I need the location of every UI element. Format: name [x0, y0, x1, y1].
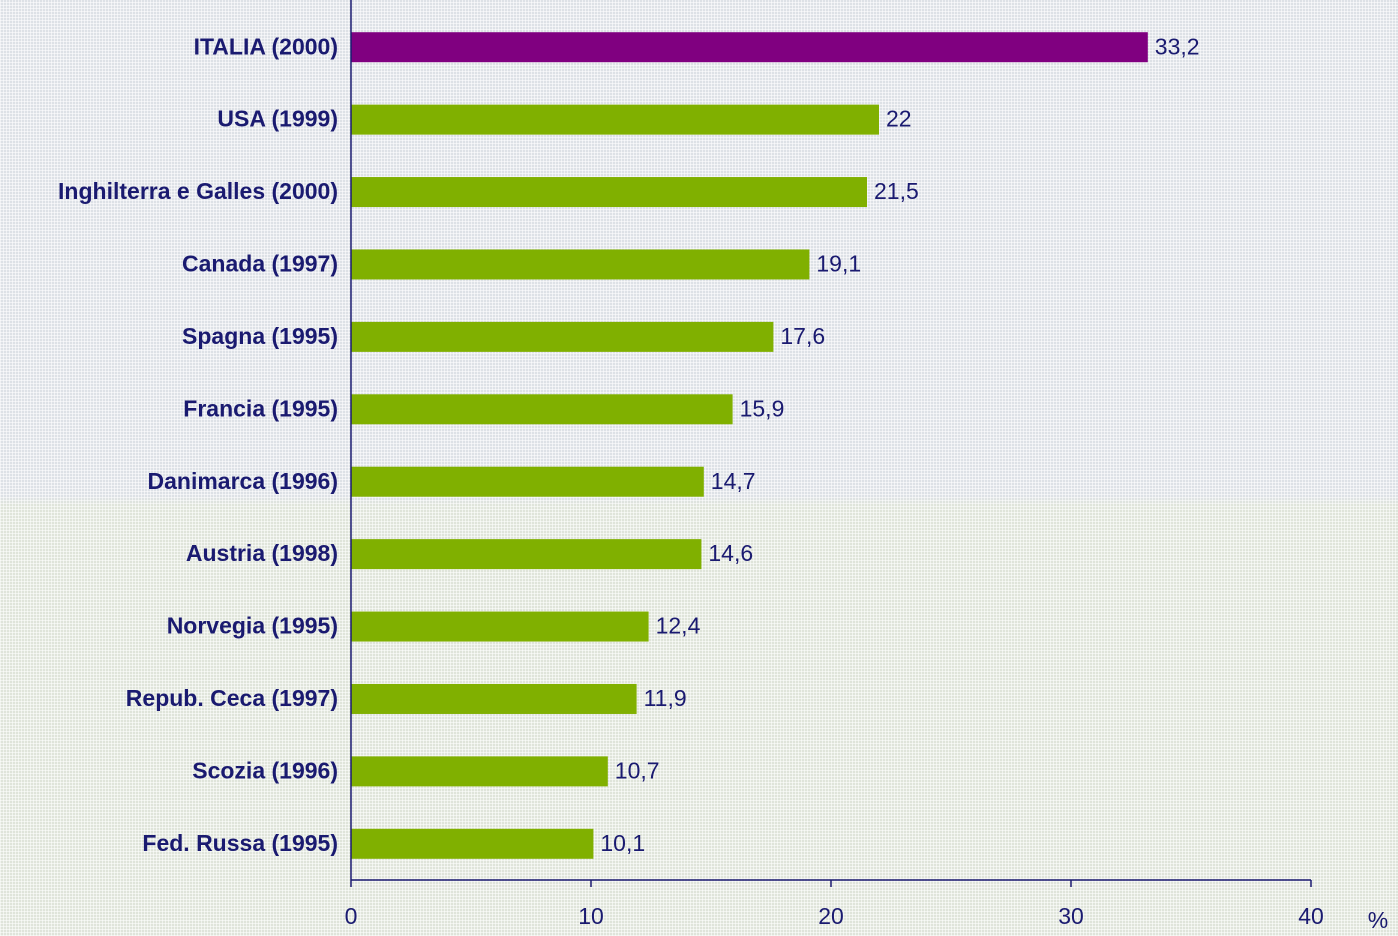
x-tick-label: 40	[1298, 903, 1324, 929]
category-label: Norvegia (1995)	[167, 613, 338, 639]
bar	[351, 466, 704, 497]
bar	[351, 611, 649, 642]
x-tick-label: 10	[578, 903, 604, 929]
x-tick-label: 0	[345, 903, 358, 929]
bar	[351, 249, 810, 280]
value-label: 10,7	[615, 757, 660, 783]
bar	[351, 104, 879, 135]
value-label: 11,9	[644, 685, 687, 711]
value-label: 22	[886, 106, 912, 132]
x-tick-label: 30	[1058, 903, 1084, 929]
value-label: 17,6	[780, 323, 825, 349]
category-label: Danimarca (1996)	[148, 468, 339, 494]
bar	[351, 828, 594, 859]
value-label: 21,5	[874, 178, 919, 204]
bar	[351, 177, 867, 208]
category-label: Francia (1995)	[183, 395, 338, 421]
value-label: 14,7	[711, 468, 756, 494]
value-label: 33,2	[1155, 33, 1200, 59]
bar	[351, 539, 702, 570]
bar	[351, 321, 774, 352]
value-label: 15,9	[740, 395, 785, 421]
bar	[351, 683, 637, 714]
category-label: Scozia (1996)	[192, 757, 338, 783]
category-label: Austria (1998)	[186, 540, 338, 566]
category-label: USA (1999)	[217, 106, 338, 132]
bar	[351, 756, 608, 787]
category-label: ITALIA (2000)	[194, 33, 338, 59]
bar	[351, 32, 1148, 63]
category-label: Spagna (1995)	[182, 323, 338, 349]
value-label: 14,6	[708, 540, 753, 566]
x-tick-label: 20	[818, 903, 844, 929]
category-label: Inghilterra e Galles (2000)	[58, 178, 338, 204]
category-label: Canada (1997)	[182, 251, 338, 277]
value-label: 12,4	[656, 613, 701, 639]
value-label: 10,1	[600, 830, 645, 856]
bar	[351, 394, 733, 425]
category-label: Repub. Ceca (1997)	[126, 685, 338, 711]
x-axis-label: %	[1368, 907, 1388, 933]
category-label: Fed. Russa (1995)	[142, 830, 338, 856]
value-label: 19,1	[816, 251, 861, 277]
